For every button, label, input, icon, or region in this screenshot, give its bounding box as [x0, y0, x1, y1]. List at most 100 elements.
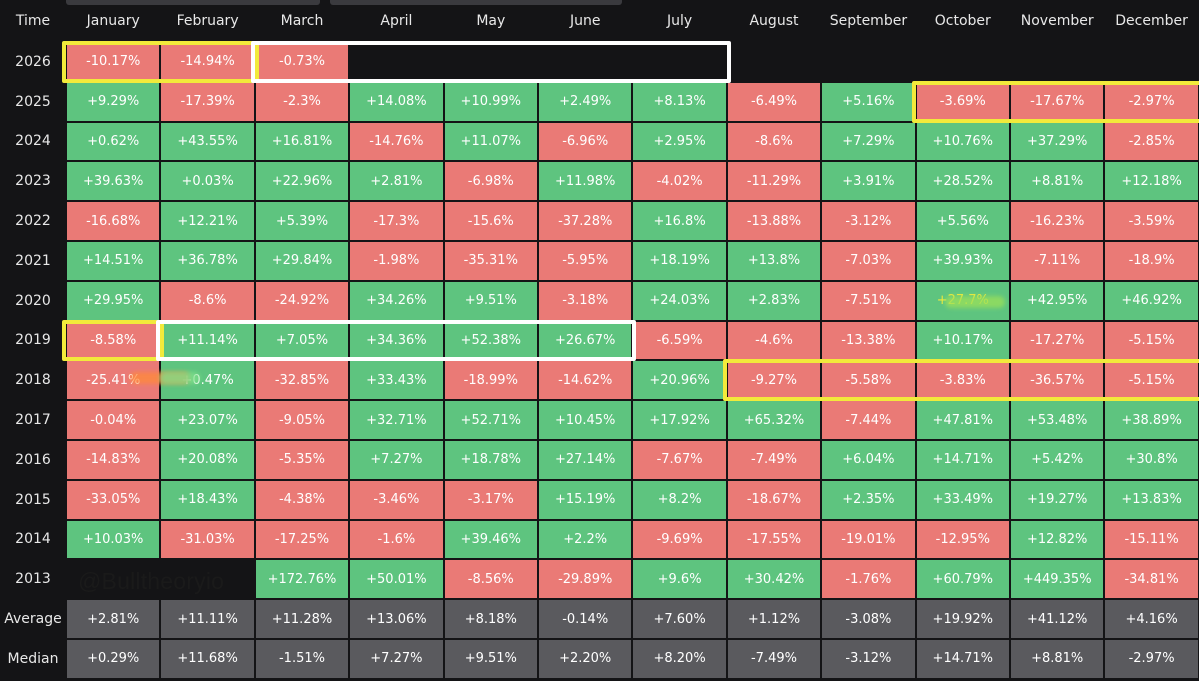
cell-2018-november: -36.57% — [1011, 361, 1104, 400]
cell-2014-june: +2.2% — [539, 520, 632, 559]
cell-2020-may: +9.51% — [444, 281, 537, 320]
cell-2022-december: -3.59% — [1105, 202, 1198, 240]
row-label-2025: 2025 — [15, 93, 51, 110]
header-december: December — [1115, 13, 1188, 29]
cell-2023-march: +22.96% — [255, 162, 349, 201]
cell-2013-april: +50.01% — [350, 560, 443, 599]
cell-2014-january: +10.03% — [67, 520, 160, 559]
header-july: July — [666, 13, 693, 29]
cell-2019-october: +10.17% — [916, 321, 1009, 360]
cell-2023-june: +11.98% — [539, 162, 632, 201]
cell-2021-april: -1.98% — [350, 242, 443, 280]
cell-average-november: +41.12% — [1011, 600, 1104, 638]
row-label-2016: 2016 — [15, 451, 51, 468]
cell-2014-february: -31.03% — [161, 520, 254, 559]
cell-average-march: +11.28% — [255, 600, 349, 638]
cell-2021-october: +39.93% — [916, 242, 1009, 280]
cell-median-august: -7.49% — [727, 640, 821, 678]
row-label-2024: 2024 — [15, 133, 51, 150]
cell-2025-february: -17.39% — [161, 82, 254, 121]
row-label-2023: 2023 — [15, 173, 51, 190]
header-time: Time — [15, 13, 51, 29]
cell-2017-april: +32.71% — [350, 401, 443, 439]
cell-2014-july: -9.69% — [633, 520, 726, 559]
cell-2020-september: -7.51% — [822, 281, 915, 320]
cell-2020-february: -8.6% — [161, 281, 254, 320]
header-may: May — [476, 13, 506, 29]
cell-2015-june: +15.19% — [539, 480, 632, 519]
cell-2023-september: +3.91% — [822, 162, 915, 201]
row-label-2014: 2014 — [15, 531, 51, 548]
cell-2016-december: +30.8% — [1105, 441, 1198, 479]
cell-2015-february: +18.43% — [161, 480, 254, 519]
cell-2015-september: +2.35% — [822, 480, 915, 519]
row-label-2021: 2021 — [15, 252, 51, 269]
cell-2020-march: -24.92% — [255, 281, 349, 320]
cell-average-may: +8.18% — [444, 600, 537, 638]
cell-2018-july: +20.96% — [633, 361, 726, 400]
cell-2015-october: +33.49% — [916, 480, 1009, 519]
cell-2017-november: +53.48% — [1011, 401, 1104, 439]
cell-2024-september: +7.29% — [822, 122, 915, 161]
header-june: June — [569, 13, 601, 29]
cell-2015-march: -4.38% — [255, 480, 349, 519]
cell-2016-january: -14.83% — [67, 441, 160, 479]
cell-2016-june: +27.14% — [539, 441, 632, 479]
row-label-average: Average — [4, 611, 62, 628]
cell-2026-february: -14.94% — [161, 43, 254, 81]
cell-2022-may: -15.6% — [444, 202, 537, 240]
cell-average-december: +4.16% — [1105, 600, 1198, 638]
cell-2019-april: +34.36% — [350, 321, 443, 360]
cell-2013-may: -8.56% — [444, 560, 537, 599]
cell-2016-july: -7.67% — [633, 441, 726, 479]
cell-2023-december: +12.18% — [1105, 162, 1198, 201]
cell-2014-november: +12.82% — [1011, 520, 1104, 559]
cell-2025-august: -6.49% — [727, 82, 821, 121]
cell-2015-december: +13.83% — [1105, 480, 1198, 519]
cell-2021-august: +13.8% — [727, 242, 821, 280]
row-label-2013: 2013 — [15, 571, 51, 588]
cell-2023-november: +8.81% — [1011, 162, 1104, 201]
cell-2013-july: +9.6% — [633, 560, 726, 599]
cell-2026-march: -0.73% — [255, 43, 349, 81]
cell-2020-december: +46.92% — [1105, 281, 1198, 320]
cell-2013-october: +60.79% — [916, 560, 1009, 599]
cell-2021-may: -35.31% — [444, 242, 537, 280]
cell-2014-august: -17.55% — [727, 520, 821, 559]
cell-2022-june: -37.28% — [539, 202, 632, 240]
cell-average-february: +11.11% — [161, 600, 254, 638]
cell-2024-may: +11.07% — [444, 122, 537, 161]
cell-2017-july: +17.92% — [633, 401, 726, 439]
cell-2025-december: -2.97% — [1105, 82, 1198, 121]
cell-2019-july: -6.59% — [633, 321, 726, 360]
cell-2023-august: -11.29% — [727, 162, 821, 201]
cell-2018-june: -14.62% — [539, 361, 632, 400]
cell-median-october: +14.71% — [916, 640, 1009, 678]
cell-2025-november: -17.67% — [1011, 82, 1104, 121]
cell-2017-february: +23.07% — [161, 401, 254, 439]
cell-median-september: -3.12% — [822, 640, 915, 678]
cell-2023-february: +0.03% — [161, 162, 254, 201]
cell-2016-april: +7.27% — [350, 441, 443, 479]
cell-2024-april: -14.76% — [350, 122, 443, 161]
cell-2019-february: +11.14% — [161, 321, 254, 360]
cell-2017-may: +52.71% — [444, 401, 537, 439]
cell-2017-january: -0.04% — [67, 401, 160, 439]
header-tab-bar — [330, 0, 622, 5]
cell-2022-september: -3.12% — [822, 202, 915, 240]
cell-2019-may: +52.38% — [444, 321, 537, 360]
cell-2019-march: +7.05% — [255, 321, 349, 360]
cell-2024-january: +0.62% — [67, 122, 160, 161]
cell-2020-november: +42.95% — [1011, 281, 1104, 320]
cell-2019-december: -5.15% — [1105, 321, 1198, 360]
cell-average-june: -0.14% — [539, 600, 632, 638]
cell-2015-july: +8.2% — [633, 480, 726, 519]
cell-2016-march: -5.35% — [255, 441, 349, 479]
cell-2025-may: +10.99% — [444, 82, 537, 121]
cell-2020-january: +29.95% — [67, 281, 160, 320]
cell-2013-september: -1.76% — [822, 560, 915, 599]
cell-average-october: +19.92% — [916, 600, 1009, 638]
cell-2017-august: +65.32% — [727, 401, 821, 439]
cell-2017-december: +38.89% — [1105, 401, 1198, 439]
